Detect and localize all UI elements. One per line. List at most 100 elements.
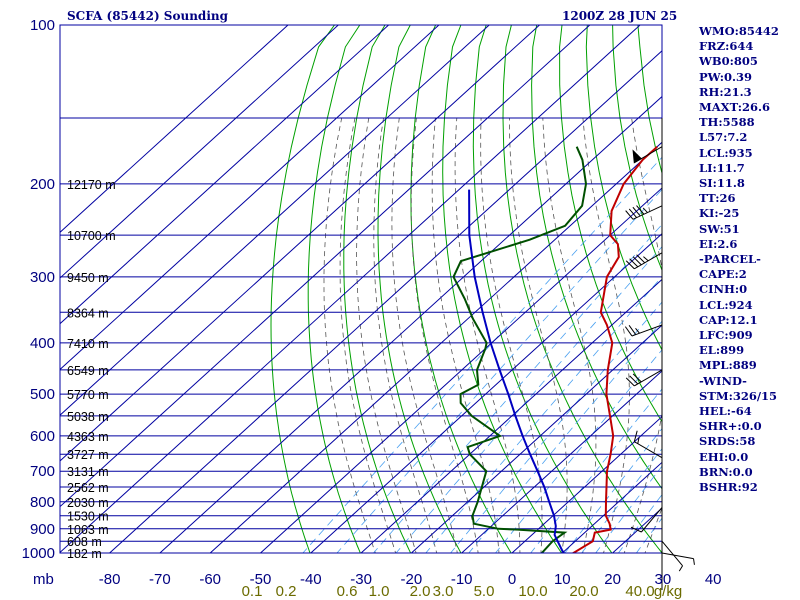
index-item: FRZ:644 [699,39,754,54]
index-item: CAPE:2 [699,267,747,282]
pressure-tick-label: 800 [30,494,55,511]
height-label: 3131 m [67,465,109,479]
pressure-tick-label: 700 [30,463,55,480]
index-item: SHR+:0.0 [699,419,762,434]
temperature-tick-label: -20 [401,571,423,588]
index-item: MAXT:26.6 [699,100,770,115]
isotherm [360,278,662,553]
index-item: EL:899 [699,343,745,358]
index-item: RH:21.3 [699,84,752,99]
isotherm [60,25,591,508]
index-item: SI:11.8 [699,176,745,191]
index-item: TH:5588 [699,115,755,130]
temperature-tick-label: -80 [99,571,121,588]
isotherm [60,25,339,279]
mixing-ratio-label: g/kg [654,583,682,600]
index-item: WB0:805 [699,54,758,69]
isotherm [60,25,641,553]
pressure-tick-label: 500 [30,386,55,403]
wind-barb [625,252,663,270]
index-item: STM:326/15 [699,388,778,403]
index-item: CINH:0 [699,282,748,297]
isotherm [60,25,490,416]
temperature-tick-label: 10 [554,571,571,588]
index-item: LCL:924 [699,297,753,312]
height-label: 7410 m [67,337,109,351]
temperature-tick-label: -40 [300,571,322,588]
mixing-ratio-label: 0.1 [242,583,263,600]
mixing-ratio-label: 0.2 [276,583,297,600]
parcel-path-line [468,189,566,553]
index-item: BRN:0.0 [699,464,753,479]
height-label: 1530 m [67,510,109,524]
wind-barb [661,540,683,572]
height-label: 5038 m [67,410,109,424]
index-item: WMO:85442 [699,24,779,38]
pressure-tick-label: 1000 [22,545,55,562]
wind-barb [624,324,663,337]
height-label: 2562 m [67,481,109,495]
isotherm [60,25,389,325]
height-label: 1063 m [67,523,109,537]
height-label: 608 m [67,535,102,549]
index-item: -PARCEL- [699,252,761,267]
index-item: LI:11.7 [699,160,745,175]
isotherm [411,324,662,553]
pressure-tick-label: 900 [30,521,55,538]
pressure-tick-label: 400 [30,335,55,352]
index-item: LFC:909 [699,328,753,343]
index-item: KI:-25 [699,206,740,221]
index-item: EI:2.6 [699,236,738,251]
index-item: TT:26 [699,191,736,206]
index-item: HEL:-64 [699,404,752,419]
wind-barb [632,146,663,164]
height-label: 9450 m [67,271,109,285]
wind-barb [661,552,695,565]
mixing-ratio-label: 20.0 [569,583,598,600]
pressure-unit-label: mb [33,571,54,588]
height-label: 10700 m [67,229,116,243]
temperature-tick-label: 40 [705,571,722,588]
index-item: PW:0.39 [699,69,753,84]
index-item: -WIND- [699,373,747,388]
temperature-tick-label: 0 [508,571,516,588]
wind-barb [625,205,663,220]
wind-barb [630,507,663,533]
isotherm [260,187,662,553]
wind-barb [625,369,663,387]
temperature-tick-label: -50 [250,571,272,588]
isotherm [60,25,440,371]
mixing-ratio-label: 3.0 [433,583,454,600]
height-label: 6549 m [67,364,109,378]
isotherm [109,50,662,553]
pressure-tick-label: 600 [30,428,55,445]
chart-title: SCFA (85442) Sounding [67,9,228,23]
isotherm [60,25,540,462]
mixing-ratio-label: 1.0 [369,583,390,600]
mixing-ratio-label: 40.0 [625,583,654,600]
wind-barb [633,430,663,459]
mixing-ratio-label: 10.0 [518,583,547,600]
isotherm [310,233,662,553]
mixing-ratio-label: 5.0 [474,583,495,600]
temperature-line [571,145,658,553]
temperature-tick-label: -30 [350,571,372,588]
height-label: 5770 m [67,388,109,402]
isotherm [60,25,289,233]
pressure-tick-label: 200 [30,176,55,193]
mixing-ratio-label: 2.0 [410,583,431,600]
index-item: L57:7.2 [699,130,748,145]
plot-area [60,25,662,553]
chart-time: 1200Z 28 JUN 25 [562,9,678,23]
index-item: LCL:935 [699,145,753,160]
temperature-tick-label: 20 [604,571,621,588]
height-label: 4363 m [67,430,109,444]
temperature-tick-label: -60 [199,571,221,588]
height-label: 2030 m [67,496,109,510]
height-label: 182 m [67,547,102,561]
temperature-tick-label: 30 [655,571,672,588]
dewpoint-line [452,146,588,553]
index-item: CAP:12.1 [699,312,758,327]
